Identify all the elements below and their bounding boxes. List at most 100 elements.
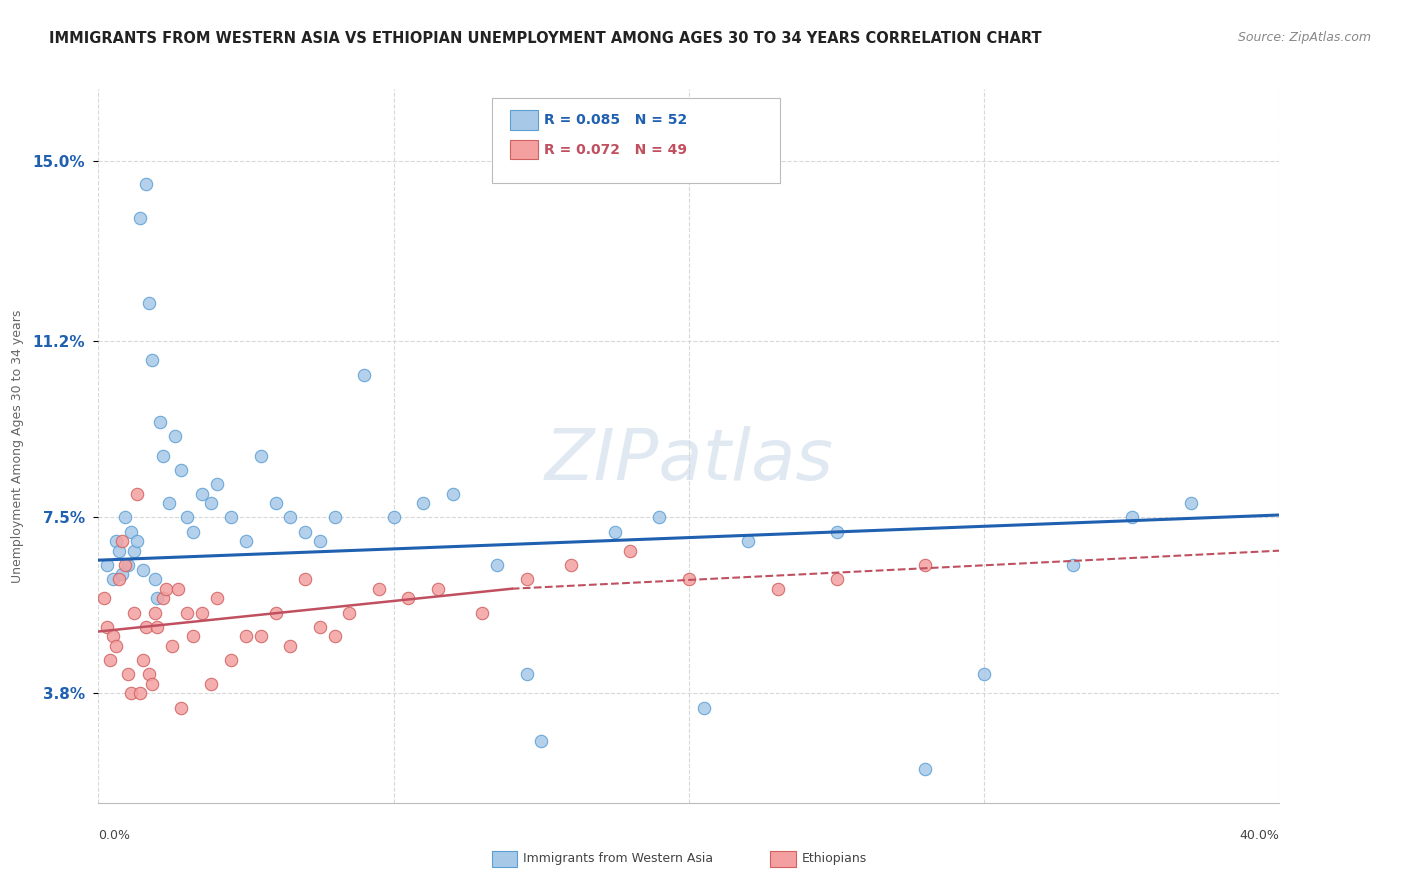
Point [167, 582, 190, 596]
Point [323, 510, 346, 524]
Point [157, 496, 180, 510]
Text: R = 0.085   N = 52: R = 0.085 N = 52 [544, 113, 688, 128]
Text: R = 0.072   N = 49: R = 0.072 N = 49 [544, 143, 688, 157]
Point [914, 763, 936, 777]
Point [181, 629, 204, 643]
Point [516, 667, 538, 681]
Point [191, 486, 214, 500]
Point [294, 572, 316, 586]
Point [122, 606, 145, 620]
Point [135, 620, 157, 634]
Point [235, 534, 257, 549]
Point [323, 629, 346, 643]
Point [200, 677, 222, 691]
Point [155, 582, 177, 596]
Point [309, 620, 332, 634]
Point [108, 572, 131, 586]
Point [165, 429, 187, 443]
Point [135, 178, 157, 192]
Point [181, 524, 204, 539]
Y-axis label: Unemployment Among Ages 30 to 34 years: Unemployment Among Ages 30 to 34 years [11, 310, 24, 582]
Text: 0.0%: 0.0% [98, 829, 131, 842]
Point [605, 524, 627, 539]
Point [486, 558, 509, 572]
Point [200, 496, 222, 510]
Point [648, 510, 671, 524]
Point [143, 606, 166, 620]
Point [146, 620, 169, 634]
Point [122, 543, 145, 558]
Point [125, 534, 148, 549]
Point [530, 734, 553, 748]
Point [152, 449, 174, 463]
Point [398, 591, 420, 606]
Point [152, 591, 174, 606]
Point [221, 653, 243, 667]
Point [412, 496, 434, 510]
Point [471, 606, 494, 620]
Text: ZIPatlas: ZIPatlas [544, 425, 834, 495]
Point [693, 700, 716, 714]
Point [114, 558, 136, 572]
Point [93, 591, 115, 606]
Point [1121, 510, 1143, 524]
Point [1062, 558, 1084, 572]
Point [170, 463, 193, 477]
Point [114, 510, 136, 524]
Point [105, 534, 128, 549]
Text: 40.0%: 40.0% [1240, 829, 1279, 842]
Text: Source: ZipAtlas.com: Source: ZipAtlas.com [1237, 31, 1371, 45]
Point [382, 510, 405, 524]
Point [235, 629, 257, 643]
Point [162, 639, 183, 653]
Point [96, 558, 118, 572]
Point [619, 543, 641, 558]
Point [138, 667, 160, 681]
Point [250, 629, 273, 643]
Point [250, 449, 273, 463]
Text: IMMIGRANTS FROM WESTERN ASIA VS ETHIOPIAN UNEMPLOYMENT AMONG AGES 30 TO 34 YEARS: IMMIGRANTS FROM WESTERN ASIA VS ETHIOPIA… [49, 31, 1042, 46]
Point [120, 686, 142, 700]
Point [280, 510, 302, 524]
Point [132, 653, 155, 667]
Point [825, 524, 848, 539]
Point [914, 558, 936, 572]
Point [111, 534, 134, 549]
Point [339, 606, 361, 620]
Point [111, 567, 134, 582]
Point [120, 524, 142, 539]
Point [205, 477, 228, 491]
Point [1180, 496, 1202, 510]
Point [309, 534, 332, 549]
Point [103, 629, 125, 643]
Point [96, 620, 118, 634]
Point [149, 415, 172, 429]
Point [143, 572, 166, 586]
Point [560, 558, 582, 572]
Point [125, 486, 148, 500]
Point [105, 639, 128, 653]
Point [678, 572, 700, 586]
Point [170, 700, 193, 714]
Point [98, 653, 121, 667]
Point [205, 591, 228, 606]
Point [264, 496, 287, 510]
Text: Ethiopians: Ethiopians [801, 853, 866, 865]
Point [264, 606, 287, 620]
Point [294, 524, 316, 539]
Point [146, 591, 169, 606]
Point [441, 486, 464, 500]
Text: Immigrants from Western Asia: Immigrants from Western Asia [523, 853, 713, 865]
Point [353, 368, 375, 382]
Point [132, 563, 155, 577]
Point [128, 211, 150, 225]
Point [176, 606, 198, 620]
Point [117, 667, 139, 681]
Point [973, 667, 995, 681]
Point [368, 582, 391, 596]
Point [108, 543, 131, 558]
Point [280, 639, 302, 653]
Point [141, 353, 163, 368]
Point [103, 572, 125, 586]
Point [191, 606, 214, 620]
